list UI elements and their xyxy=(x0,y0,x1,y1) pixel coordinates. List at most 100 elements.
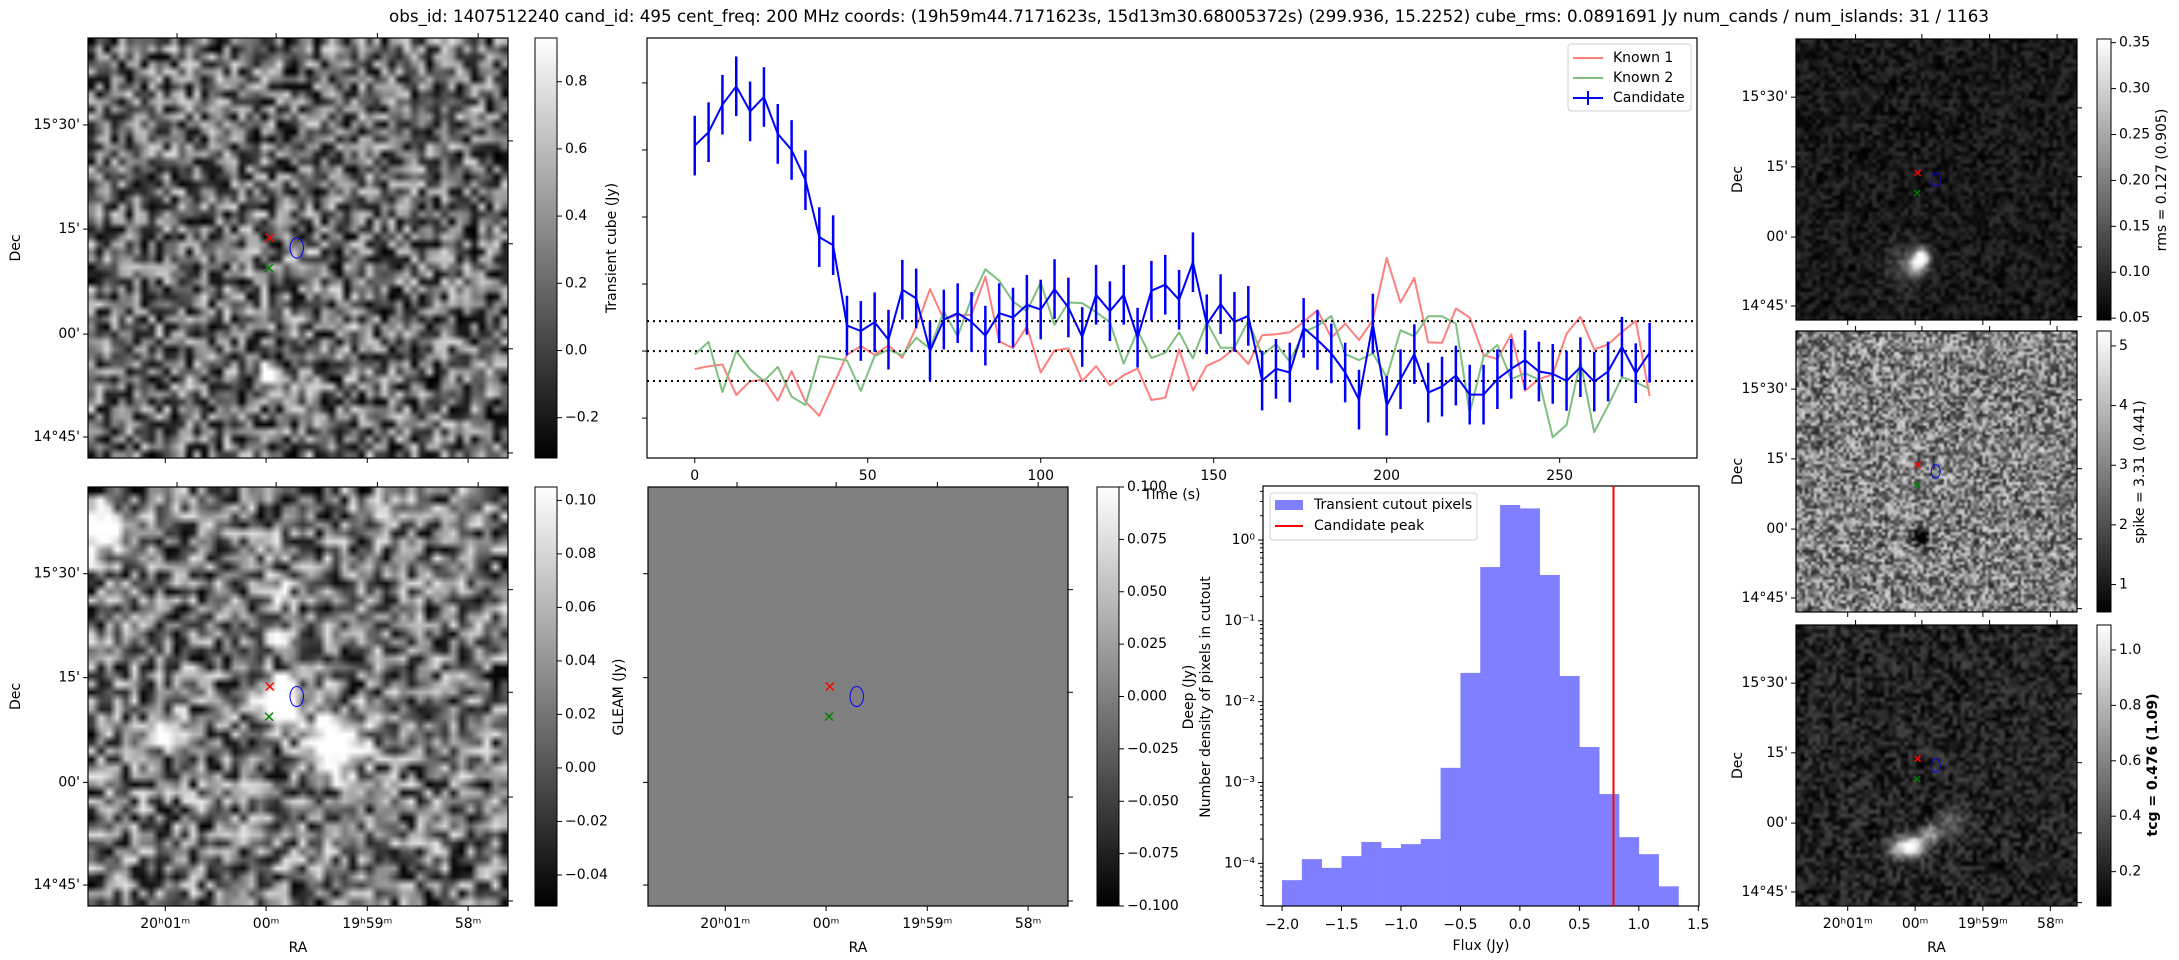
colorbar-tick-label: 0.050 xyxy=(1127,584,1167,600)
histogram-x-tick-label: 1.0 xyxy=(1628,917,1650,933)
colorbar-tick-label: 0.8 xyxy=(565,74,587,90)
known1-marker-icon-stroke xyxy=(265,233,275,243)
legend-label: Candidate peak xyxy=(1314,518,1425,534)
colorbar-tick-label: 0.0 xyxy=(565,342,587,358)
deep-colorbar-label: Deep (Jy) xyxy=(1181,665,1197,730)
rms-frame xyxy=(1795,38,2078,321)
colorbar-tick-label: 0.8 xyxy=(2119,697,2141,713)
legend-label: Candidate xyxy=(1613,90,1685,106)
lightcurve-x-tick-label: 200 xyxy=(1373,468,1400,484)
histogram-ylabel: Number density of pixels in cutout xyxy=(1198,576,1214,818)
colorbar-tick-label: 1.0 xyxy=(2119,642,2141,658)
dec-tick-label: 14°45' xyxy=(1742,884,1788,900)
histogram-y-tick-label: 10⁰ xyxy=(1232,532,1256,548)
colorbar-tick-label: 0.4 xyxy=(565,208,587,224)
colorbar-tick-label: 4 xyxy=(2119,398,2128,414)
colorbar-tick-label: 0.04 xyxy=(565,653,596,669)
ra-tick-label: 19ʰ59ᵐ xyxy=(902,916,952,932)
tcg-colorbar xyxy=(2096,624,2112,907)
dec-axis-label: Dec xyxy=(8,234,24,261)
histogram-bar xyxy=(1618,837,1640,906)
colorbar-tick-label: 0.30 xyxy=(2119,81,2150,97)
histogram-y-tick-label: 10⁻⁴ xyxy=(1224,855,1255,871)
colorbar-tick-label: −0.02 xyxy=(565,813,608,829)
legend-label: Transient cutout pixels xyxy=(1313,497,1472,513)
colorbar-tick-label: 0.05 xyxy=(2119,310,2150,326)
dec-tick-label: 00' xyxy=(58,326,80,342)
panel-transient xyxy=(87,37,509,459)
histogram-y-tick-label: 10⁻¹ xyxy=(1224,613,1255,629)
colorbar-tick-label: −0.04 xyxy=(565,867,608,883)
histogram-x-tick-label: −1.0 xyxy=(1384,917,1418,933)
histogram-x-tick-label: −0.5 xyxy=(1443,917,1477,933)
lightcurve-legend xyxy=(1567,43,1692,112)
histogram-legend xyxy=(1269,492,1478,541)
series-known-1 xyxy=(694,256,1651,417)
candidate-contour xyxy=(849,685,864,708)
lightcurve-x-tick-label: 50 xyxy=(859,468,877,484)
dec-tick-label: 00' xyxy=(1766,521,1788,537)
histogram-plot xyxy=(1262,485,1700,907)
colorbar-tick-label: −0.075 xyxy=(1127,846,1179,862)
lightcurve-plot xyxy=(646,37,1698,459)
tcg-image xyxy=(1796,625,2077,906)
panel-rms xyxy=(1795,38,2078,321)
ra-tick-label: 58ᵐ xyxy=(1015,916,1042,932)
panel-spike xyxy=(1795,330,2078,613)
colorbar-tick-label: 0.025 xyxy=(1127,636,1167,652)
histogram-bar xyxy=(1599,794,1620,906)
known1-marker-icon-stroke xyxy=(825,681,835,691)
dec-tick-label: 00' xyxy=(1766,815,1788,831)
histogram-x-tick-label: 0.5 xyxy=(1568,917,1590,933)
histogram-bar xyxy=(1400,844,1422,906)
rms-colorbar xyxy=(2096,38,2112,321)
dec-tick-label: 15' xyxy=(58,670,80,686)
histogram-bar xyxy=(1460,672,1481,906)
ra-axis-label: RA xyxy=(1927,940,1946,956)
known1-marker-icon-stroke xyxy=(265,681,275,691)
dec-axis-label: Dec xyxy=(8,683,24,710)
colorbar-tick-label: 2 xyxy=(2119,517,2128,533)
legend-swatch xyxy=(1275,500,1303,510)
dec-tick-label: 00' xyxy=(58,774,80,790)
lightcurve-x-tick-label: 0 xyxy=(690,468,699,484)
gleam-colorbar xyxy=(1096,486,1120,907)
histogram-xlabel: Flux (Jy) xyxy=(1453,938,1510,954)
spike-colorbar-label: spike = 3.31 (0.441) xyxy=(2132,400,2148,544)
legend-label: Known 2 xyxy=(1613,70,1673,86)
candidate-contour xyxy=(1930,464,1941,479)
colorbar-tick-label: 0.10 xyxy=(565,492,596,508)
colorbar-tick-label: 0.06 xyxy=(565,599,596,615)
dec-axis-label: Dec xyxy=(1730,166,1746,193)
dec-tick-label: 15' xyxy=(58,221,80,237)
histogram-bar xyxy=(1282,880,1303,906)
tcg-frame xyxy=(1795,624,2078,907)
colorbar-tick-label: 0.25 xyxy=(2119,127,2150,143)
dec-tick-label: 15°30' xyxy=(34,566,80,582)
panel-tcg xyxy=(1795,624,2078,907)
histogram-bar xyxy=(1579,747,1600,906)
dec-tick-label: 15' xyxy=(1766,159,1788,175)
ra-tick-label: 19ʰ59ᵐ xyxy=(1958,916,2008,932)
histogram-y-tick-label: 10⁻³ xyxy=(1224,775,1255,791)
legend-label: Known 1 xyxy=(1613,50,1673,66)
colorbar-tick-label: 0.6 xyxy=(565,141,587,157)
rms-colorbar-label: rms = 0.127 (0.905) xyxy=(2154,109,2170,252)
known2-marker-icon-stroke xyxy=(264,712,274,722)
legend-box xyxy=(1567,43,1692,112)
colorbar-tick-label: 1 xyxy=(2119,577,2128,593)
colorbar-tick-label: −0.050 xyxy=(1127,793,1179,809)
deep-frame xyxy=(87,486,509,907)
dec-axis-label: Dec xyxy=(1730,458,1746,485)
histogram-bar xyxy=(1321,867,1342,906)
histogram-x-tick-label: −1.5 xyxy=(1324,917,1358,933)
transient-cube-image xyxy=(88,38,508,458)
gleam-frame xyxy=(647,486,1069,907)
colorbar-tick-label: 3 xyxy=(2119,457,2128,473)
histogram-bar xyxy=(1341,856,1362,906)
lightcurve-x-tick-label: 100 xyxy=(1027,468,1054,484)
lightcurve-frame xyxy=(646,37,1698,459)
gleam-image xyxy=(648,487,1068,906)
